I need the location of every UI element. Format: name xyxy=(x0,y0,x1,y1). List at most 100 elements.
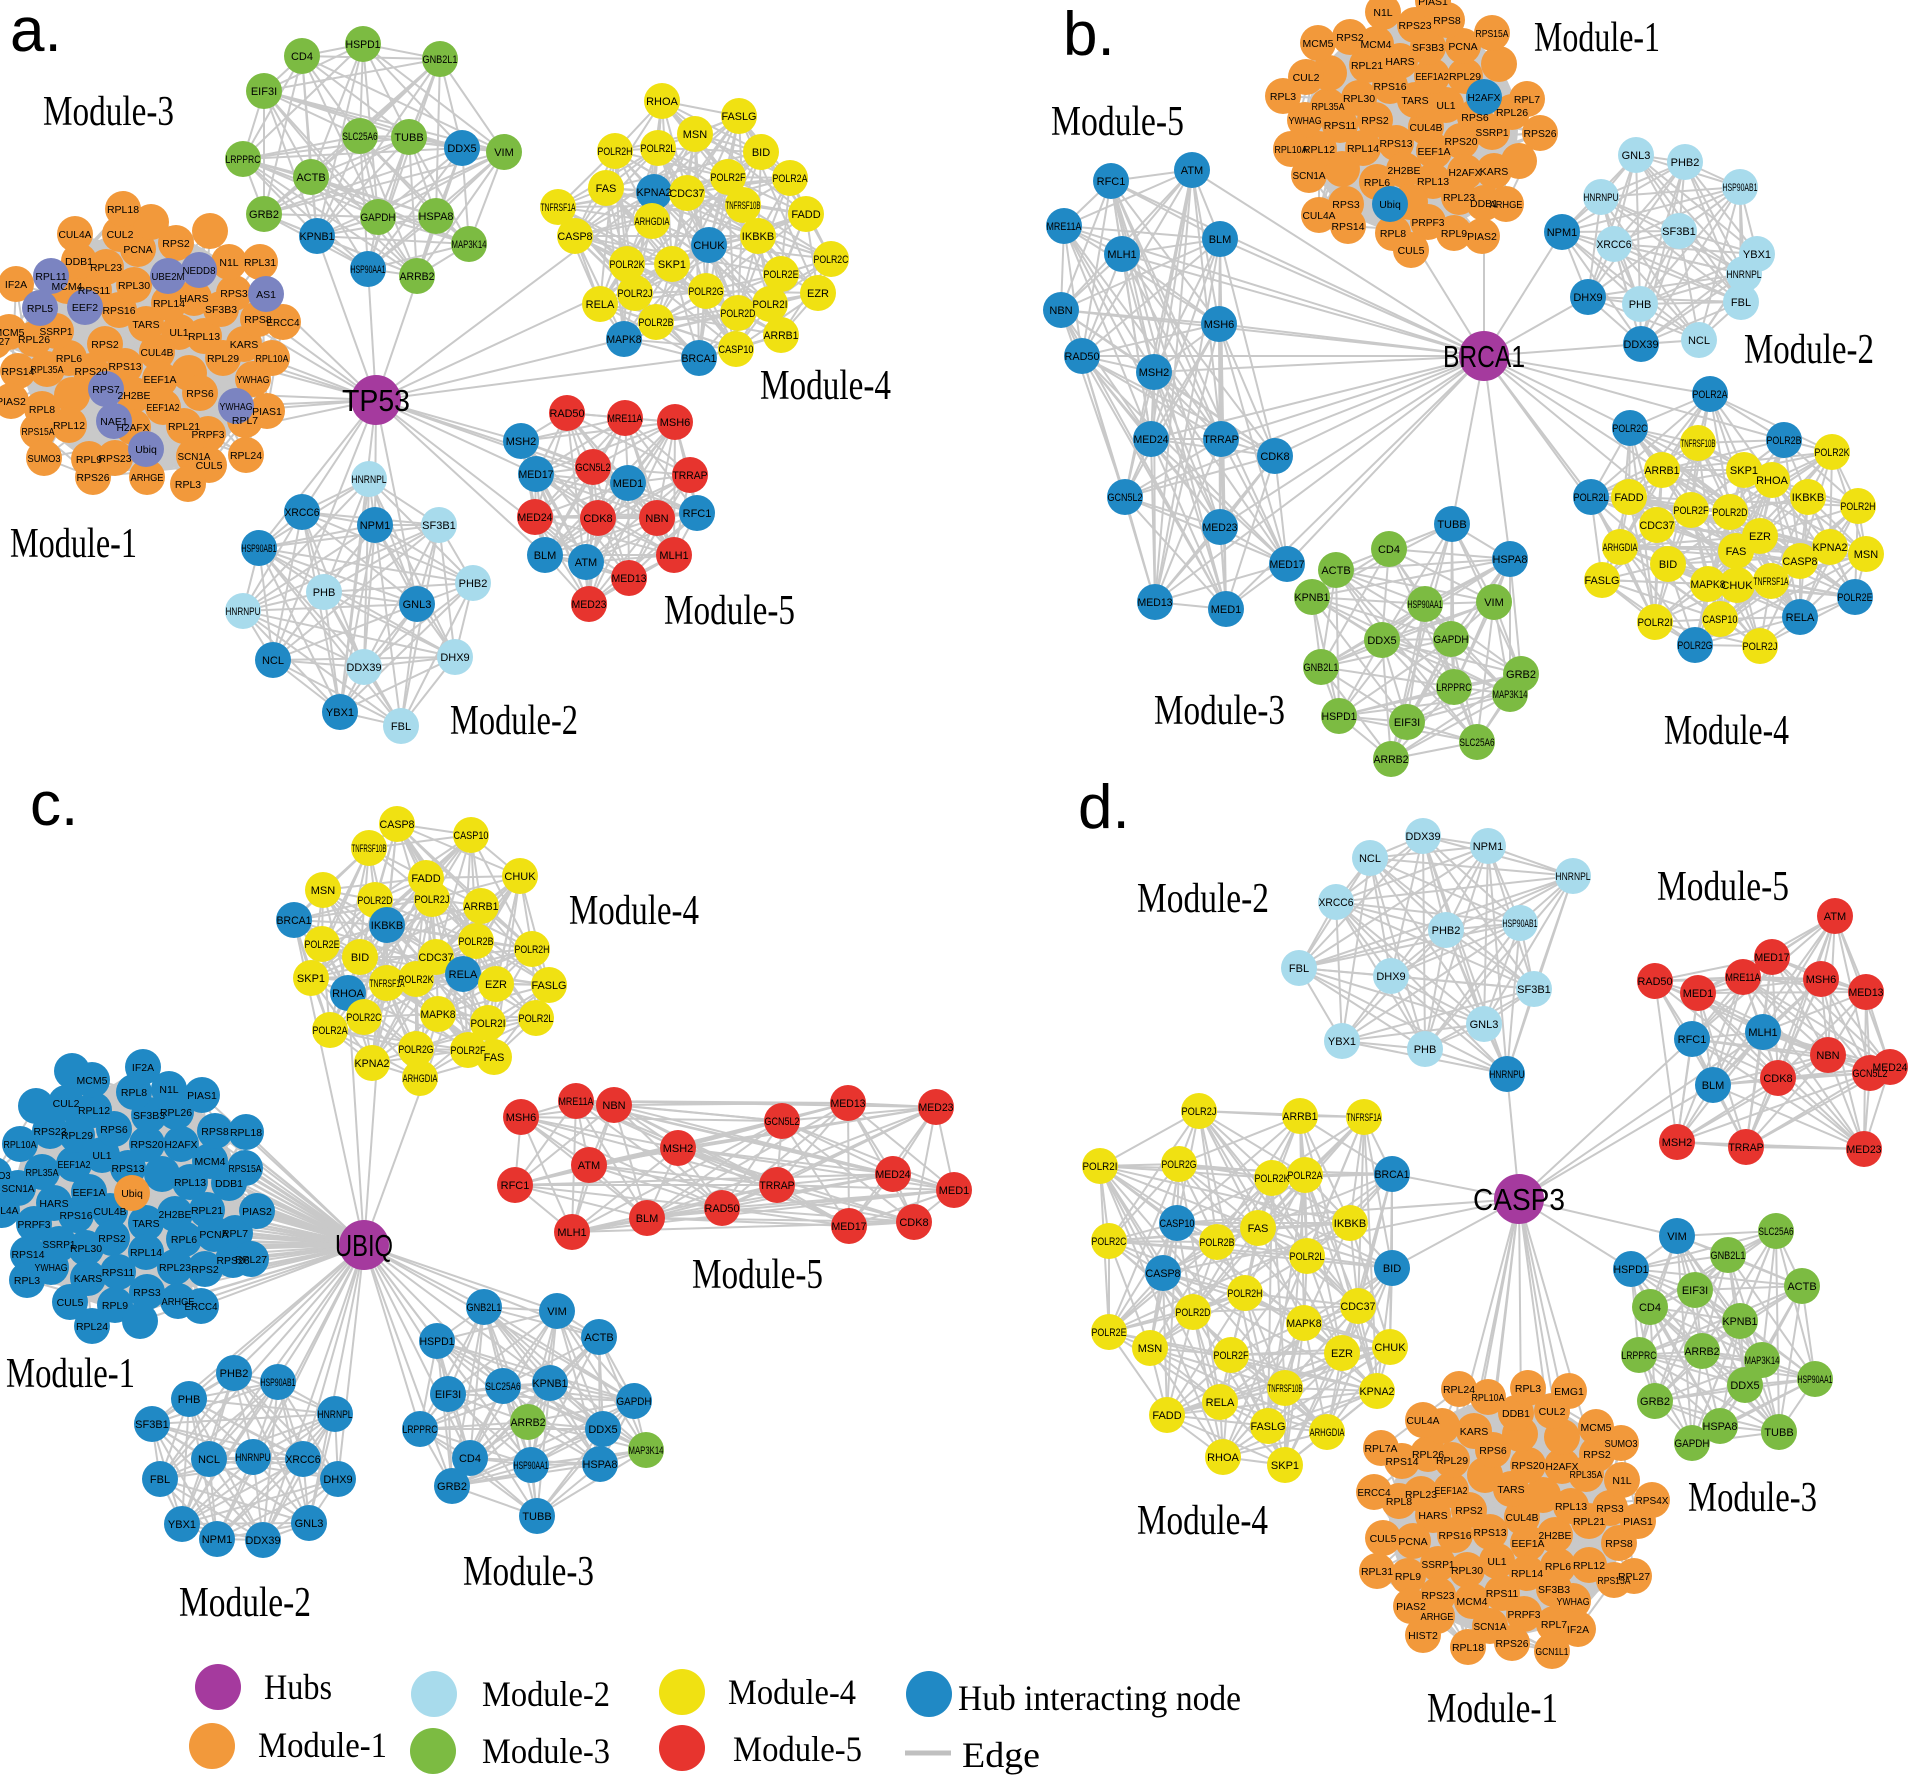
svg-text:PCNA: PCNA xyxy=(123,244,152,256)
svg-text:XRCC6: XRCC6 xyxy=(286,1454,321,1466)
svg-text:MSN: MSN xyxy=(1854,549,1879,561)
svg-text:RPL23: RPL23 xyxy=(90,262,122,274)
svg-text:POLR2A: POLR2A xyxy=(313,1025,349,1037)
svg-text:H2AFX: H2AFX xyxy=(1468,92,1501,104)
svg-text:PHB2: PHB2 xyxy=(1432,925,1461,937)
svg-text:YWHAG: YWHAG xyxy=(1557,1596,1590,1608)
svg-text:ARHGDIA: ARHGDIA xyxy=(1603,542,1638,554)
svg-text:Module-2: Module-2 xyxy=(179,1580,311,1626)
svg-text:RAD50: RAD50 xyxy=(705,1203,740,1215)
svg-text:CDC37: CDC37 xyxy=(1341,1301,1376,1313)
svg-text:Module-5: Module-5 xyxy=(1657,864,1789,910)
svg-text:HNRNPL: HNRNPL xyxy=(318,1409,353,1421)
svg-text:GAPDH: GAPDH xyxy=(617,1396,652,1408)
svg-text:CASP8: CASP8 xyxy=(380,819,415,831)
svg-text:GNB2L1: GNB2L1 xyxy=(423,54,458,66)
svg-text:CUL4A: CUL4A xyxy=(1303,210,1336,222)
svg-text:VIM: VIM xyxy=(1667,1231,1687,1243)
svg-text:RHOA: RHOA xyxy=(1207,1452,1239,1464)
svg-text:POLR2H: POLR2H xyxy=(1841,501,1876,513)
svg-text:RPS16: RPS16 xyxy=(103,305,136,317)
svg-text:POLR2A: POLR2A xyxy=(773,173,809,185)
svg-text:POLR2G: POLR2G xyxy=(689,286,724,298)
svg-text:BLM: BLM xyxy=(1702,1080,1725,1092)
svg-text:TNFRSF1A: TNFRSF1A xyxy=(1754,576,1789,588)
svg-text:MSH6: MSH6 xyxy=(1204,319,1235,331)
svg-text:POLR2E: POLR2E xyxy=(764,269,799,281)
svg-text:MRE11A: MRE11A xyxy=(1047,221,1083,233)
svg-text:N1L: N1L xyxy=(1373,7,1392,19)
svg-text:Module-3: Module-3 xyxy=(482,1731,610,1771)
svg-text:RAD50: RAD50 xyxy=(1638,976,1673,988)
svg-text:Ubiq: Ubiq xyxy=(121,1188,143,1200)
svg-text:GNB2L1: GNB2L1 xyxy=(1711,1250,1746,1262)
svg-text:CUL4A: CUL4A xyxy=(1407,1415,1440,1427)
svg-text:HSPA8: HSPA8 xyxy=(1493,554,1528,566)
svg-text:POLR2H: POLR2H xyxy=(515,944,550,956)
svg-text:UL1: UL1 xyxy=(92,1150,111,1162)
svg-text:MCM5: MCM5 xyxy=(1303,38,1334,50)
svg-text:RPL24: RPL24 xyxy=(230,450,262,462)
svg-text:FADD: FADD xyxy=(1152,1410,1181,1422)
svg-text:NCL: NCL xyxy=(262,655,284,667)
svg-text:ARRB2: ARRB2 xyxy=(1685,1346,1720,1358)
svg-text:RPS8: RPS8 xyxy=(1605,1538,1633,1550)
svg-text:TRRAP: TRRAP xyxy=(673,470,708,482)
svg-text:ERCC4: ERCC4 xyxy=(267,317,300,329)
svg-text:EZR: EZR xyxy=(485,979,507,991)
svg-text:SF3B3: SF3B3 xyxy=(1412,42,1444,54)
svg-text:MED23: MED23 xyxy=(1203,522,1238,534)
svg-text:HSPA8: HSPA8 xyxy=(1703,1421,1738,1433)
svg-text:RHOA: RHOA xyxy=(1756,475,1788,487)
svg-text:RFC1: RFC1 xyxy=(1097,176,1126,188)
svg-text:POLR2J: POLR2J xyxy=(1743,641,1778,653)
svg-text:RPS14: RPS14 xyxy=(1386,1456,1419,1468)
svg-text:POLR2K: POLR2K xyxy=(610,259,646,271)
svg-text:RPS2: RPS2 xyxy=(1455,1505,1483,1517)
svg-text:BRCA1: BRCA1 xyxy=(277,915,312,927)
svg-text:MSH6: MSH6 xyxy=(506,1112,537,1124)
svg-text:MED23: MED23 xyxy=(1847,1144,1882,1156)
svg-text:ARRB1: ARRB1 xyxy=(764,330,799,342)
svg-text:EIF3I: EIF3I xyxy=(435,1389,461,1401)
svg-text:HNRNPU: HNRNPU xyxy=(1490,1069,1525,1081)
svg-text:KPNB1: KPNB1 xyxy=(1723,1316,1758,1328)
svg-text:RPS2: RPS2 xyxy=(98,1233,126,1245)
svg-text:GCN5L2: GCN5L2 xyxy=(765,1116,800,1128)
svg-text:POLR2I: POLR2I xyxy=(1083,1161,1118,1173)
svg-text:ARHGE: ARHGE xyxy=(1490,199,1523,211)
svg-text:RPS13: RPS13 xyxy=(112,1163,145,1175)
svg-text:RPS3: RPS3 xyxy=(1596,1503,1624,1515)
svg-text:MSN: MSN xyxy=(311,885,336,897)
svg-text:PHB2: PHB2 xyxy=(220,1368,249,1380)
svg-text:TRRAP: TRRAP xyxy=(1729,1142,1764,1154)
svg-text:HARS: HARS xyxy=(179,293,208,305)
svg-text:MSH6: MSH6 xyxy=(660,417,691,429)
svg-text:CHUK: CHUK xyxy=(504,871,536,883)
svg-text:PIAS2: PIAS2 xyxy=(242,1206,272,1218)
svg-text:LRPPRC: LRPPRC xyxy=(403,1424,438,1436)
svg-text:RPL7: RPL7 xyxy=(222,1228,248,1240)
svg-text:UL1: UL1 xyxy=(169,327,188,339)
svg-text:RPS20: RPS20 xyxy=(131,1139,164,1151)
svg-text:MSN: MSN xyxy=(683,129,708,141)
svg-text:RPS8: RPS8 xyxy=(244,314,272,326)
svg-text:RPS26: RPS26 xyxy=(1496,1638,1529,1650)
svg-text:GAPDH: GAPDH xyxy=(361,212,396,224)
svg-text:POLR2E: POLR2E xyxy=(1092,1327,1127,1339)
svg-text:POLR2K: POLR2K xyxy=(399,974,435,986)
svg-text:FBL: FBL xyxy=(391,721,411,733)
svg-text:FADD: FADD xyxy=(791,209,820,221)
svg-text:RPL31: RPL31 xyxy=(1361,1566,1393,1578)
svg-text:RPS2: RPS2 xyxy=(191,1264,219,1276)
svg-text:NCL: NCL xyxy=(1359,853,1381,865)
svg-text:IKBKB: IKBKB xyxy=(1334,1218,1366,1230)
svg-text:SKP1: SKP1 xyxy=(658,259,686,271)
svg-text:RPL6: RPL6 xyxy=(56,353,82,365)
svg-text:RPL29: RPL29 xyxy=(61,1130,93,1142)
svg-text:RPL21: RPL21 xyxy=(1573,1516,1605,1528)
svg-text:BID: BID xyxy=(752,147,770,159)
svg-text:RPL30: RPL30 xyxy=(1451,1565,1483,1577)
svg-text:POLR2D: POLR2D xyxy=(358,895,393,907)
svg-text:KARS: KARS xyxy=(1480,166,1509,178)
